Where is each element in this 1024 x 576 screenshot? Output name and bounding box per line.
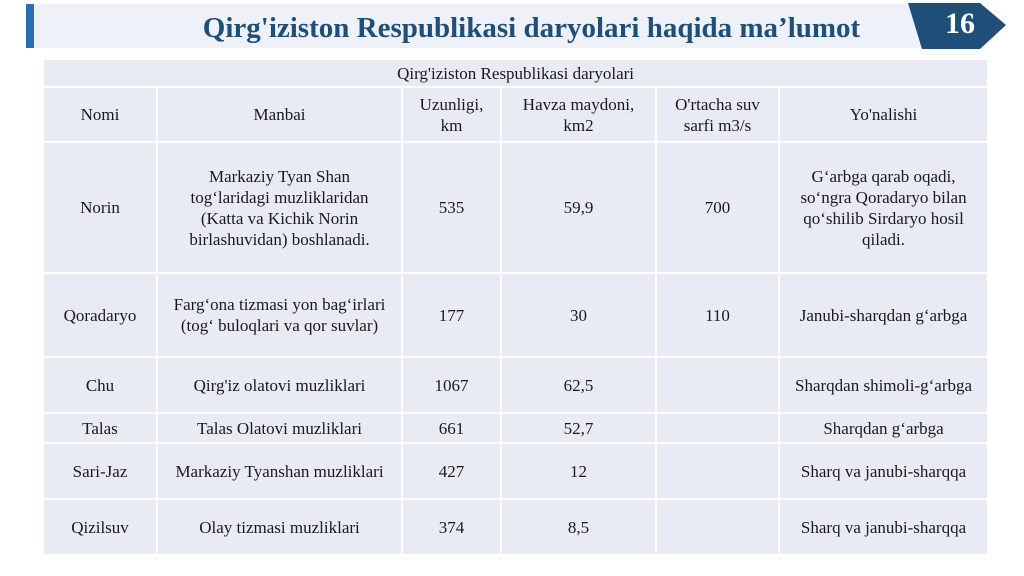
header-name: Nomi [42, 86, 158, 143]
cell-length: 374 [401, 498, 502, 556]
cell-source: Qirg'iz olatovi muzliklari [156, 356, 403, 414]
title-accent-bar [26, 4, 34, 48]
header-length: Uzunligi, km [401, 86, 502, 143]
cell-basin: 30 [500, 272, 657, 358]
slide-number-badge: 16 [908, 3, 1008, 51]
cell-source: Farg‘ona tizmasi yon bag‘irlari (tog‘ bu… [156, 272, 403, 358]
cell-flow: 110 [655, 272, 780, 358]
cell-length: 1067 [401, 356, 502, 414]
cell-basin: 52,7 [500, 412, 657, 444]
table-caption-row: Qirg'iziston Respublikasi daryolari [41, 58, 990, 88]
table-row: Qizilsuv Olay tizmasi muzliklari 374 8,5… [42, 498, 990, 556]
cell-name: Talas [42, 412, 158, 444]
table-header-row: Nomi Manbai Uzunligi, km Havza maydoni, … [42, 86, 990, 143]
table-row: Sari-Jaz Markaziy Tyanshan muzliklari 42… [42, 442, 990, 500]
cell-source: Olay tizmasi muzliklari [156, 498, 403, 556]
table-caption: Qirg'iziston Respublikasi daryolari [41, 58, 990, 88]
rivers-table: Qirg'iziston Respublikasi daryolari Nomi… [41, 58, 990, 556]
cell-name: Qizilsuv [42, 498, 158, 556]
cell-length: 535 [401, 141, 502, 274]
arrow-badge-icon [908, 3, 1006, 49]
cell-direction: Janubi-sharqdan g‘arbga [777, 272, 990, 358]
cell-length: 661 [401, 412, 502, 444]
cell-direction: Sharqdan shimoli-g‘arbga [777, 356, 990, 414]
cell-source: Markaziy Tyanshan muzliklari [156, 442, 403, 500]
cell-direction: Sharqdan g‘arbga [777, 412, 990, 444]
cell-direction: Sharq va janubi-sharqqa [777, 498, 990, 556]
header-flow: O'rtacha suv sarfi m3/s [655, 86, 780, 143]
header-basin: Havza maydoni, km2 [500, 86, 657, 143]
cell-name: Sari-Jaz [42, 442, 158, 500]
slide-number: 16 [945, 7, 975, 40]
table-row: Norin Markaziy Tyan Shan tog‘laridagi mu… [42, 141, 990, 274]
cell-basin: 62,5 [500, 356, 657, 414]
cell-basin: 59,9 [500, 141, 657, 274]
cell-length: 177 [401, 272, 502, 358]
cell-name: Norin [42, 141, 158, 274]
cell-direction: Sharq va janubi-sharqqa [777, 442, 990, 500]
cell-basin: 8,5 [500, 498, 657, 556]
cell-length: 427 [401, 442, 502, 500]
title-bar [26, 4, 946, 48]
cell-direction: G‘arbga qarab oqadi, so‘ngra Qoradaryo b… [777, 141, 990, 274]
cell-flow: 700 [655, 141, 780, 274]
cell-name: Qoradaryo [42, 272, 158, 358]
header-source: Manbai [156, 86, 403, 143]
cell-flow [655, 356, 780, 414]
cell-source: Markaziy Tyan Shan tog‘laridagi muzlikla… [156, 141, 403, 274]
cell-source: Talas Olatovi muzliklari [156, 412, 403, 444]
cell-flow [655, 498, 780, 556]
cell-basin: 12 [500, 442, 657, 500]
slide-title: Qirg'iziston Respublikasi daryolari haqi… [202, 12, 861, 44]
table-row: Talas Talas Olatovi muzliklari 661 52,7 … [42, 412, 990, 444]
table-row: Qoradaryo Farg‘ona tizmasi yon bag‘irlar… [42, 272, 990, 358]
cell-flow [655, 442, 780, 500]
cell-flow [655, 412, 780, 444]
header-direction: Yo'nalishi [777, 86, 990, 143]
table-row: Chu Qirg'iz olatovi muzliklari 1067 62,5… [42, 356, 990, 414]
cell-name: Chu [42, 356, 158, 414]
